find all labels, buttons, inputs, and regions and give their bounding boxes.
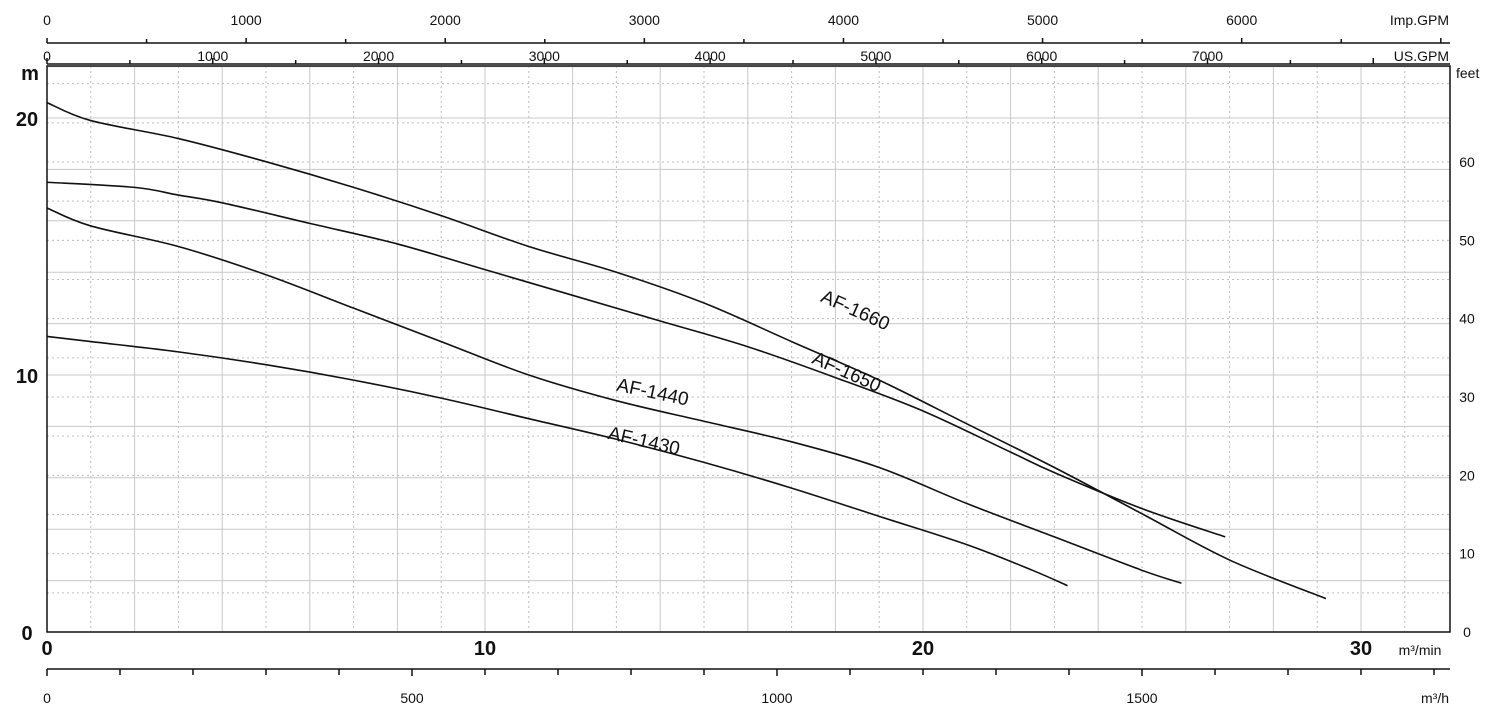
x-axis-tick-label: 10 (474, 638, 496, 660)
right-axis-unit: feet (1456, 65, 1479, 81)
m3h-tick-label: 0 (43, 690, 51, 706)
us-gpm-tick-label: 5000 (860, 48, 891, 64)
right-axis-tick-label: 10 (1459, 546, 1475, 562)
right-axis-tick-label: 40 (1459, 311, 1475, 327)
x-axis-tick-label: 20 (912, 638, 934, 660)
left-axis-unit: m (21, 63, 39, 85)
us-gpm-tick-label: 1000 (197, 48, 228, 64)
imp-gpm-tick-label: 4000 (828, 12, 859, 28)
m3h-tick-label: 500 (400, 690, 424, 706)
x-axis-tick-label: 0 (41, 638, 52, 660)
right-axis-tick-label: 20 (1459, 467, 1475, 483)
series-label-af-1440: AF-1440 (615, 375, 691, 411)
m3h-unit-label: m³/h (1421, 690, 1449, 706)
right-axis-tick-label: 0 (1463, 624, 1471, 640)
series-line-af-1440 (46, 207, 1182, 584)
right-axis-tick-label: 60 (1459, 154, 1475, 170)
imp-gpm-unit-label: Imp.GPM (1390, 12, 1449, 28)
series-label-af-1430: AF-1430 (606, 423, 682, 460)
x-axis-tick-label: 30 (1350, 638, 1372, 660)
m3h-tick-label: 1000 (761, 690, 792, 706)
left-axis-tick-label: 10 (16, 366, 38, 388)
grid-layer (47, 66, 1450, 632)
series-line-af-1660 (46, 101, 1327, 600)
m3h-tick-label: 1500 (1126, 690, 1157, 706)
plot-frame (46, 65, 1451, 633)
imp-gpm-tick-label: 2000 (430, 12, 461, 28)
series-layer (46, 101, 1327, 600)
us-gpm-unit-label: US.GPM (1394, 48, 1449, 64)
us-gpm-tick-label: 3000 (529, 48, 560, 64)
us-gpm-tick-label: 4000 (695, 48, 726, 64)
imp-gpm-tick-label: 0 (43, 12, 51, 28)
x-axis-unit: m³/min (1399, 642, 1442, 658)
left-axis-tick-label: 20 (16, 109, 38, 131)
series-line-af-1430 (46, 335, 1068, 587)
series-line-af-1650 (46, 181, 1226, 538)
us-gpm-tick-label: 2000 (363, 48, 394, 64)
imp-gpm-tick-label: 6000 (1226, 12, 1257, 28)
left-axis-tick-label: 0 (21, 623, 32, 645)
imp-gpm-tick-label: 3000 (629, 12, 660, 28)
us-gpm-tick-label: 7000 (1192, 48, 1223, 64)
us-gpm-tick-label: 0 (43, 48, 51, 64)
us-gpm-tick-label: 6000 (1026, 48, 1057, 64)
right-axis-tick-label: 30 (1459, 389, 1475, 405)
imp-gpm-tick-label: 5000 (1027, 12, 1058, 28)
right-axis-tick-label: 50 (1459, 232, 1475, 248)
imp-gpm-tick-label: 1000 (231, 12, 262, 28)
series-label-af-1660: AF-1660 (818, 286, 893, 335)
